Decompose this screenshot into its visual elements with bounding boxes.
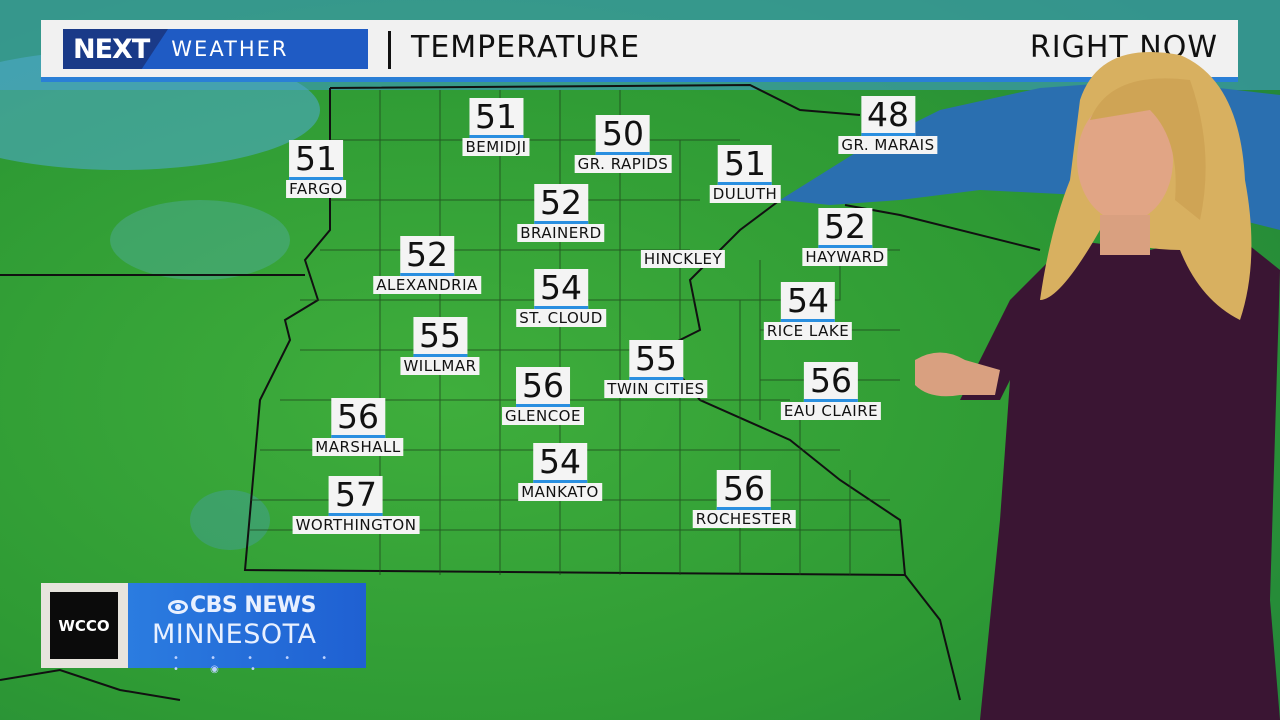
- station-branding: WCCO CBS NEWS MINNESOTA • • • • • • ◉ •: [41, 583, 366, 675]
- city-name: FARGO: [286, 180, 346, 198]
- city-name: RICE LAKE: [763, 322, 853, 340]
- temperature-value: 56: [331, 398, 385, 438]
- temperature-value: 52: [399, 236, 454, 276]
- temperature-value: 57: [329, 476, 383, 516]
- temperature-value: 55: [412, 317, 467, 357]
- temperature-value: 48: [861, 96, 915, 136]
- network-name: CBS NEWS: [190, 593, 316, 618]
- city-name: TWIN CITIES: [604, 380, 708, 398]
- city-duluth: 51 DULUTH: [709, 145, 781, 203]
- temperature-value: 51: [468, 98, 523, 138]
- city-name: DULUTH: [709, 185, 781, 203]
- city-name: MARSHALL: [312, 438, 404, 456]
- city-name: GLENCOE: [502, 407, 584, 425]
- city-grand-rapids: 50 GR. RAPIDS: [574, 115, 672, 173]
- temperature-value: 55: [628, 340, 683, 380]
- cbs-news-logo: CBS NEWS MINNESOTA • • • • • • ◉ •: [128, 583, 366, 675]
- city-bemidji: 51 BEMIDJI: [462, 98, 530, 156]
- region-name: MINNESOTA: [152, 619, 317, 650]
- city-eau-claire: 56 EAU CLAIRE: [780, 362, 882, 420]
- city-name: ROCHESTER: [692, 510, 796, 528]
- logo-weather: WEATHER: [171, 37, 289, 61]
- city-name: HAYWARD: [802, 248, 888, 266]
- header-divider: [388, 31, 391, 69]
- city-name: ST. CLOUD: [516, 309, 606, 327]
- city-st-cloud: 54 ST. CLOUD: [516, 269, 606, 327]
- presenter: [915, 52, 1280, 720]
- temperature-value: 54: [533, 443, 587, 483]
- city-alexandria: 52 ALEXANDRIA: [373, 236, 481, 294]
- city-rice-lake: 54 RICE LAKE: [763, 282, 853, 340]
- cbs-eye-icon: [168, 600, 188, 614]
- wcco-logo: WCCO: [41, 583, 128, 668]
- page-dots-indicator: • • • • • • ◉ •: [173, 653, 342, 675]
- city-grand-marais: 48 GR. MARAIS: [838, 96, 938, 154]
- city-rochester: 56 ROCHESTER: [692, 470, 796, 528]
- temperature-value: 50: [595, 115, 650, 155]
- city-name: BRAINERD: [517, 224, 605, 242]
- wcco-text: WCCO: [50, 592, 118, 659]
- header-bar: NEXT WEATHER TEMPERATURE RIGHT NOW: [41, 20, 1238, 82]
- city-name: EAU CLAIRE: [780, 402, 882, 420]
- city-name: MANKATO: [518, 483, 602, 501]
- page-title: TEMPERATURE: [411, 30, 641, 65]
- city-hinckley: HINCKLEY: [640, 250, 726, 268]
- city-name: ALEXANDRIA: [373, 276, 481, 294]
- temperature-value: 56: [716, 470, 771, 510]
- temperature-value: 56: [804, 362, 858, 402]
- temperature-value: 56: [516, 367, 570, 407]
- city-twin-cities: 55 TWIN CITIES: [604, 340, 708, 398]
- city-name: GR. RAPIDS: [574, 155, 672, 173]
- temperature-value: 54: [781, 282, 835, 322]
- city-name: HINCKLEY: [640, 250, 726, 268]
- city-fargo: 51 FARGO: [286, 140, 346, 198]
- city-brainerd: 52 BRAINERD: [517, 184, 605, 242]
- city-name: BEMIDJI: [462, 138, 530, 156]
- city-mankato: 54 MANKATO: [518, 443, 602, 501]
- city-worthington: 57 WORTHINGTON: [292, 476, 420, 534]
- logo-next: NEXT: [73, 33, 150, 65]
- temperature-value: 51: [718, 145, 772, 185]
- temperature-value: 52: [534, 184, 588, 224]
- city-glencoe: 56 GLENCOE: [502, 367, 584, 425]
- temperature-value: 54: [533, 269, 588, 309]
- city-hayward: 52 HAYWARD: [802, 208, 888, 266]
- temperature-value: 51: [289, 140, 343, 180]
- city-marshall: 56 MARSHALL: [312, 398, 404, 456]
- next-weather-logo: NEXT WEATHER: [63, 29, 368, 69]
- city-willmar: 55 WILLMAR: [400, 317, 480, 375]
- temperature-value: 52: [817, 208, 872, 248]
- city-name: WILLMAR: [400, 357, 480, 375]
- city-name: WORTHINGTON: [292, 516, 420, 534]
- city-name: GR. MARAIS: [838, 136, 938, 154]
